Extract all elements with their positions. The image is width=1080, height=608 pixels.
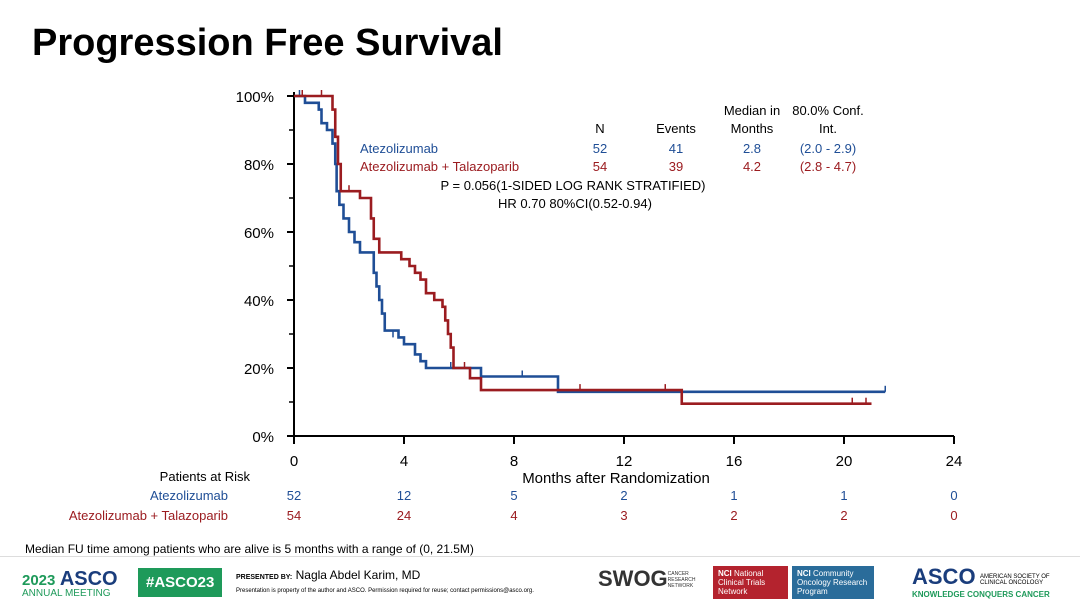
follow-up-note: Median FU time among patients who are al… [25, 542, 474, 556]
x-tick-label: 24 [946, 453, 963, 470]
summary-header-events: Events [656, 121, 696, 136]
km-curve-combo [294, 94, 872, 405]
x-tick-label: 8 [510, 453, 518, 470]
summary-cell: 41 [669, 141, 683, 156]
x-tick-label: 0 [290, 453, 298, 470]
summary-row-name: Atezolizumab + Talazoparib [360, 159, 519, 174]
risk-count: 12 [397, 488, 411, 503]
y-tick-label: 60% [244, 225, 274, 242]
risk-count: 0 [950, 508, 957, 523]
y-tick-label: 20% [244, 361, 274, 378]
p-value: P = 0.056(1-SIDED LOG RANK STRATIFIED) [440, 178, 705, 193]
slide-title: Progression Free Survival [32, 22, 503, 64]
km-curve-atezo [294, 94, 886, 394]
risk-count: 24 [397, 508, 411, 523]
asco-society-logo: ASCO AMERICAN SOCIETY OF CLINICAL ONCOLO… [912, 564, 1050, 599]
nci-logos: NCI National Clinical Trials Network NCI… [713, 566, 874, 599]
risk-count: 2 [730, 508, 737, 523]
risk-row-name: Atezolizumab + Talazoparib [69, 508, 228, 523]
risk-count: 52 [287, 488, 301, 503]
x-tick-label: 4 [400, 453, 408, 470]
risk-count: 1 [730, 488, 737, 503]
risk-count: 3 [620, 508, 627, 523]
risk-count: 0 [950, 488, 957, 503]
risk-table-title: Patients at Risk [160, 469, 251, 484]
risk-count: 5 [510, 488, 517, 503]
footer-divider [0, 556, 1080, 557]
summary-row-name: Atezolizumab [360, 141, 438, 156]
x-tick-label: 20 [836, 453, 853, 470]
summary-cell: (2.0 - 2.9) [800, 141, 856, 156]
summary-header-median: Median in Months [723, 103, 781, 136]
summary-header-ci: 80.0% Conf. Int. [792, 103, 864, 136]
summary-cell: 39 [669, 159, 683, 174]
risk-count: 2 [620, 488, 627, 503]
summary-cell: 4.2 [743, 159, 761, 174]
x-tick-label: 16 [726, 453, 743, 470]
hazard-ratio: HR 0.70 80%CI(0.52-0.94) [498, 196, 652, 211]
summary-cell: 54 [593, 159, 607, 174]
summary-cell: (2.8 - 4.7) [800, 159, 856, 174]
swog-logo: SWOGCANCER RESEARCH NETWORK [598, 566, 696, 591]
presenter: PRESENTED BY: Nagla Abdel Karim, MD [236, 568, 421, 582]
disclaimer: Presentation is property of the author a… [236, 588, 534, 594]
y-tick-label: 40% [244, 293, 274, 310]
x-axis-label: Months after Randomization [522, 470, 710, 487]
summary-cell: 52 [593, 141, 607, 156]
hashtag-badge: #ASCO23 [138, 568, 223, 597]
x-tick-label: 12 [616, 453, 633, 470]
y-tick-label: 0% [252, 429, 274, 446]
summary-header-n: N [595, 121, 605, 136]
y-tick-label: 100% [236, 89, 274, 106]
asco-meeting-logo: 2023 ASCO ANNUAL MEETING [22, 568, 118, 599]
risk-count: 4 [510, 508, 517, 523]
risk-row-name: Atezolizumab [150, 488, 228, 503]
y-tick-label: 80% [244, 157, 274, 174]
risk-count: 1 [840, 488, 847, 503]
summary-cell: 2.8 [743, 141, 761, 156]
risk-count: 2 [840, 508, 847, 523]
risk-count: 54 [287, 508, 301, 523]
